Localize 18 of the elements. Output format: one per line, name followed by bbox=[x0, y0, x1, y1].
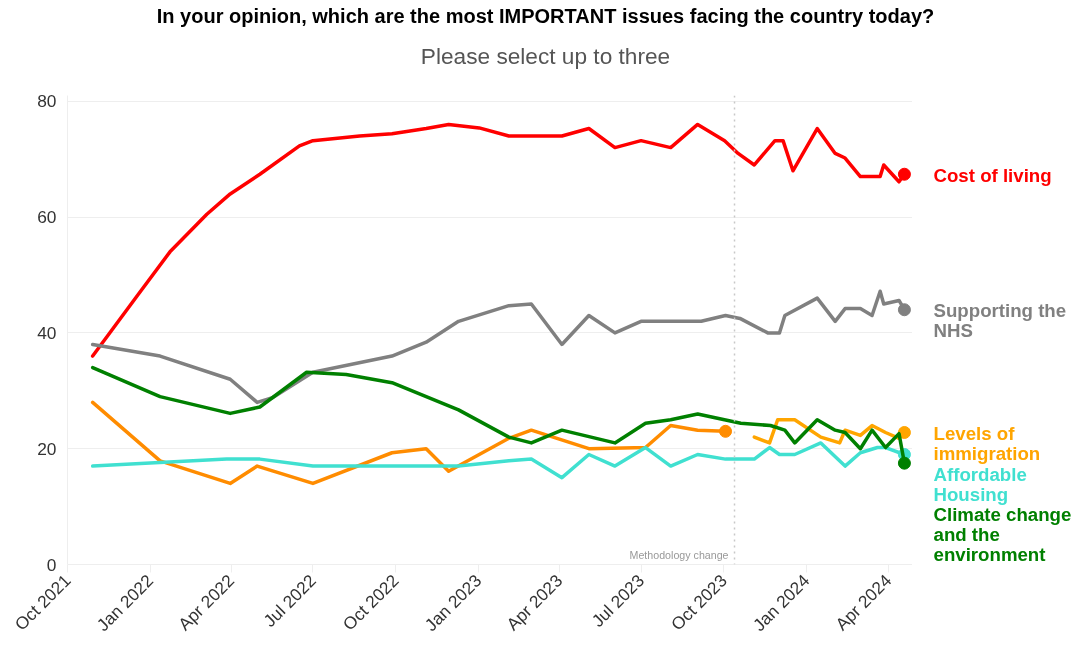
series-label: Supporting the NHS bbox=[933, 300, 1067, 342]
y-tick-label: 60 bbox=[37, 207, 57, 228]
y-tick-label: 20 bbox=[37, 438, 57, 459]
point bbox=[897, 167, 911, 181]
y-tick-label: 40 bbox=[37, 322, 57, 343]
chart-subtitle: Please select up to three bbox=[420, 43, 671, 69]
series-label: Cost of living bbox=[933, 164, 1052, 186]
point bbox=[897, 303, 911, 317]
chart-title: In your opinion, which are the most IMPORTANT issues facing the country today? bbox=[156, 4, 935, 27]
y-tick-label: 80 bbox=[37, 91, 57, 112]
point bbox=[897, 456, 911, 470]
series-label: Affordable Housing bbox=[933, 463, 1027, 505]
y-tick-label: 0 bbox=[46, 554, 57, 575]
text: Climate change and the environment bbox=[933, 504, 1072, 566]
series-label: Levels of immigration bbox=[933, 423, 1041, 465]
point bbox=[719, 424, 733, 438]
point bbox=[897, 426, 911, 439]
ref-line-label: Methodology change bbox=[629, 548, 729, 561]
